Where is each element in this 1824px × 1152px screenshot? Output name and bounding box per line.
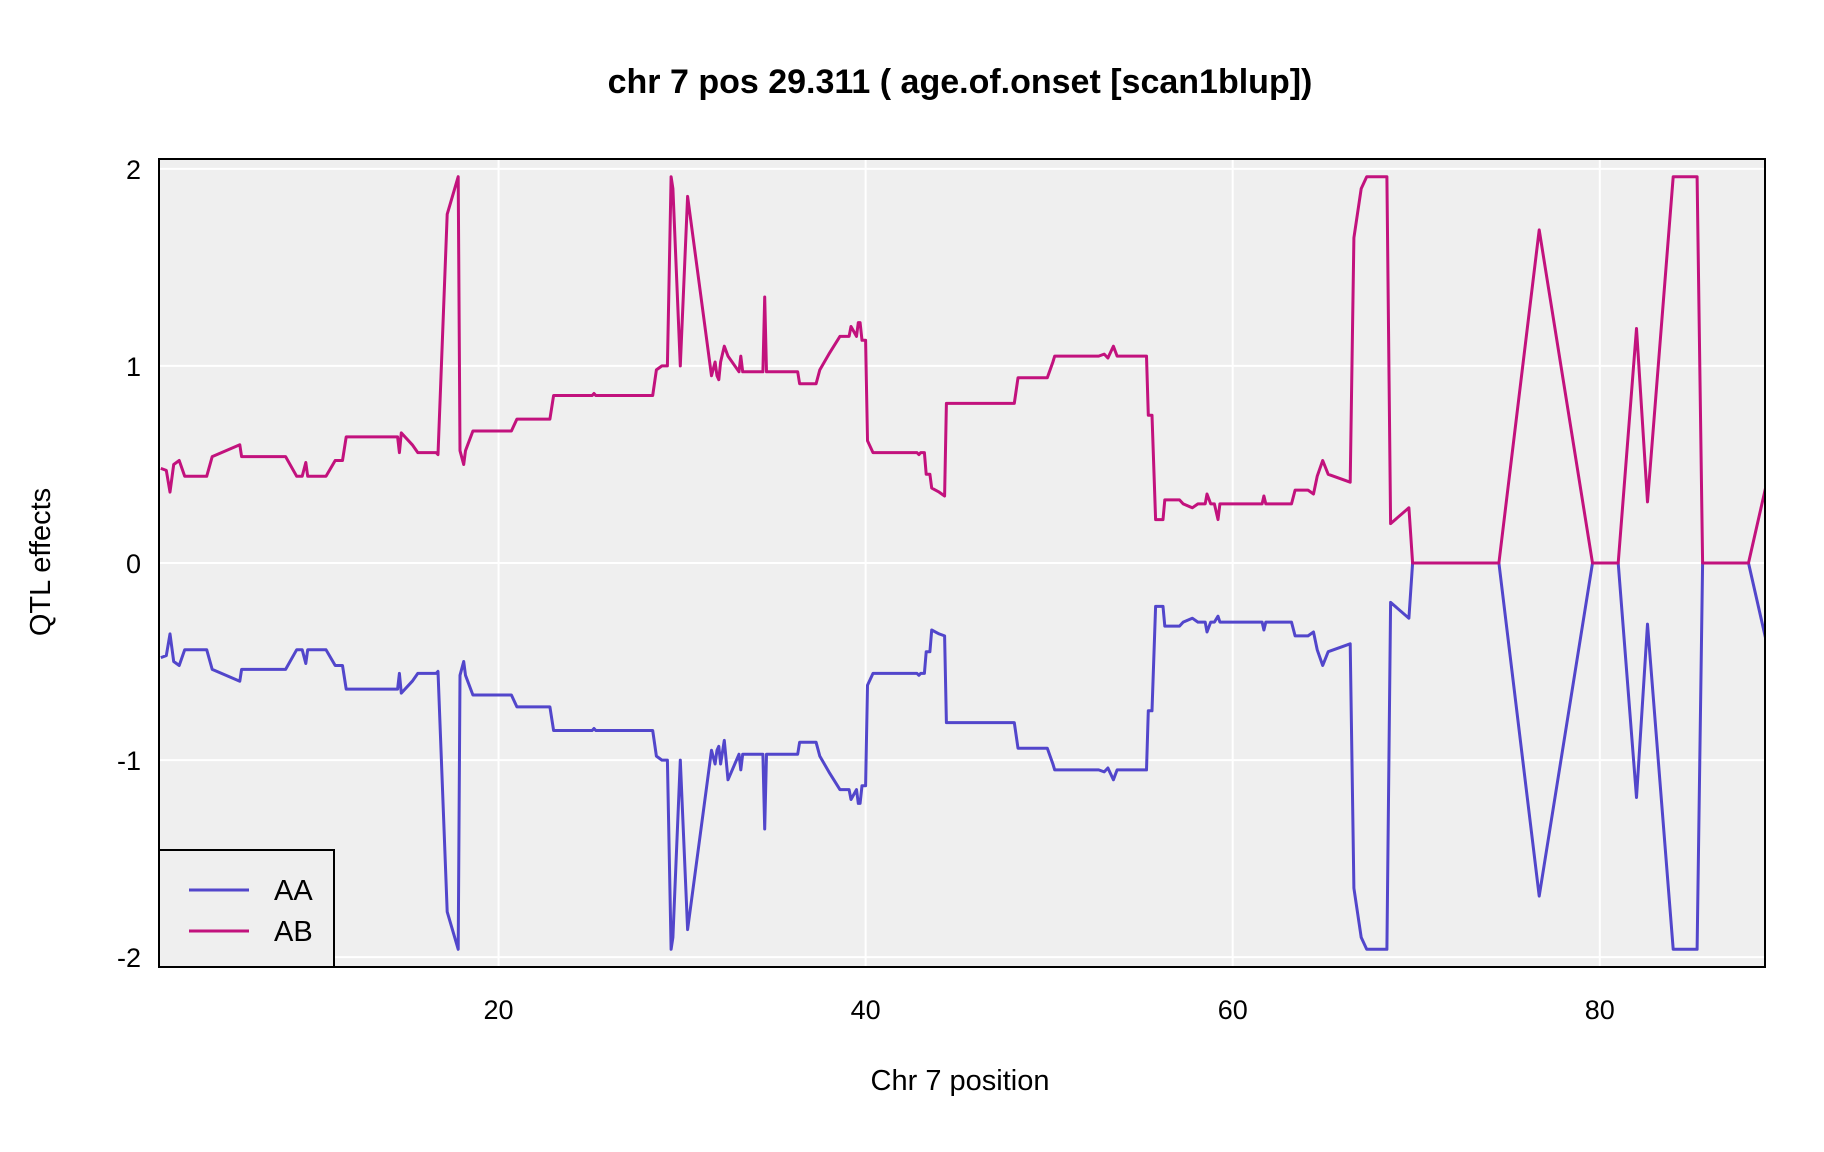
y-tick-label: -2 — [117, 943, 141, 973]
y-tick-label: 0 — [126, 549, 141, 579]
series-layer — [160, 175, 1765, 951]
y-tick-label: 2 — [126, 155, 141, 185]
x-axis-label: Chr 7 position — [871, 1065, 1050, 1097]
x-tick-label: 60 — [1218, 995, 1248, 1025]
y-tick-label: 1 — [126, 352, 141, 382]
x-axis: 20 40 60 80 — [484, 995, 1615, 1025]
y-tick-label: -1 — [117, 746, 141, 776]
series-line-aa — [160, 561, 1765, 951]
x-tick-label: 80 — [1585, 995, 1615, 1025]
legend: AA AB — [158, 849, 335, 968]
x-tick-label: 20 — [484, 995, 514, 1025]
y-axis-label: QTL effects — [25, 488, 57, 636]
legend-label-ab: AB — [274, 916, 313, 948]
plot-frame — [158, 158, 1766, 968]
x-tick-label: 40 — [851, 995, 881, 1025]
legend-label-aa: AA — [274, 875, 313, 907]
series-line-ab — [160, 175, 1765, 565]
chart-title: chr 7 pos 29.311 ( age.of.onset [scan1bl… — [608, 63, 1313, 101]
legend-box — [158, 849, 335, 968]
y-axis: -2 -1 0 1 2 — [117, 155, 141, 973]
